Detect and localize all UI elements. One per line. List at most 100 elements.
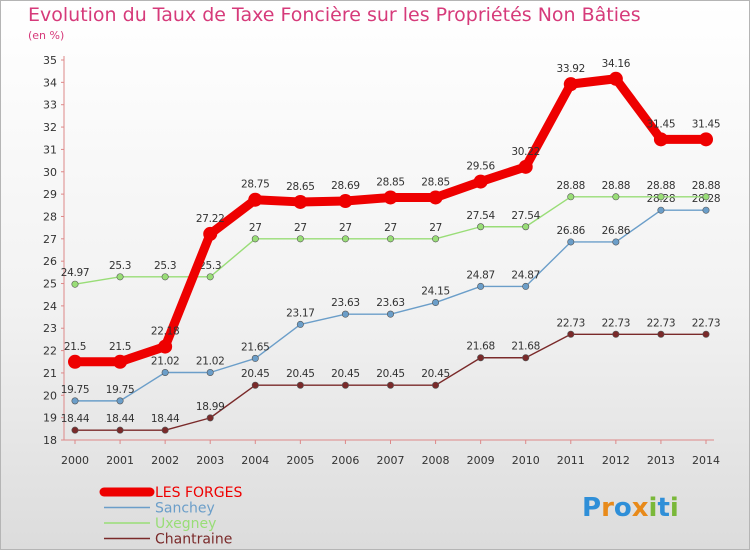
logo-letter: i (649, 493, 658, 523)
axes: 18 19 20 21 22 23 24 25 26 27 28 29 30 31 32 33 34 35 2000… (43, 54, 720, 467)
data-point (386, 235, 394, 243)
x-tick-label: 2009 (467, 454, 495, 467)
x-tick-label: 2005 (286, 454, 314, 467)
data-point (386, 381, 394, 389)
data-label: 28.88 (692, 180, 721, 192)
chart-subtitle: (en %) (28, 29, 64, 42)
data-point (251, 381, 259, 389)
data-point (338, 194, 353, 209)
y-tick-label: 28 (43, 210, 57, 223)
data-point (657, 206, 665, 214)
data-label: 23.63 (376, 297, 405, 309)
series-uxegney: 24.97 25.3 25.3 25.3 27 27 27 27 27 27.54 27.54 28.… (61, 180, 721, 288)
legend-label: LES FORGES (155, 485, 242, 501)
proxiti-logo: Proxiti (582, 493, 679, 523)
data-point (612, 330, 620, 338)
data-point (657, 193, 665, 201)
data-label: 29.56 (466, 161, 495, 173)
data-point (206, 368, 214, 376)
data-label: 28.88 (647, 180, 676, 192)
logo-letter: x (632, 493, 649, 523)
data-label: 28.85 (421, 176, 450, 188)
data-point (251, 235, 259, 243)
data-point (161, 426, 169, 434)
y-tick-label: 33 (43, 99, 57, 112)
y-tick-label: 26 (43, 255, 57, 268)
logo-letter: i (670, 493, 679, 523)
data-label: 26.86 (602, 225, 631, 237)
data-label: 27 (429, 222, 442, 234)
data-label: 31.45 (692, 118, 721, 130)
series-sanchey: 19.75 19.75 21.02 21.02 21.65 23.17 23.63 23.63… (61, 193, 721, 405)
data-point (608, 71, 623, 86)
y-tick-label: 18 (43, 434, 57, 447)
data-label: 28.85 (376, 176, 405, 188)
x-tick-label: 2002 (151, 454, 179, 467)
data-label: 27.54 (511, 210, 540, 222)
data-label: 28.88 (557, 180, 586, 192)
data-label: 18.44 (151, 413, 180, 425)
data-point (341, 310, 349, 318)
data-label: 27 (249, 222, 262, 234)
y-tick-label: 31 (43, 143, 57, 156)
data-label: 21.68 (466, 341, 495, 353)
data-point (432, 299, 440, 307)
data-label: 24.87 (466, 269, 495, 281)
x-tick-label: 2001 (106, 454, 134, 467)
data-label: 22.73 (557, 317, 586, 329)
x-tick-label: 2003 (196, 454, 224, 467)
y-tick-label: 35 (43, 54, 57, 67)
data-label: 21.02 (196, 355, 225, 367)
data-label: 33.92 (557, 63, 586, 75)
data-point (702, 330, 710, 338)
y-tick-label: 27 (43, 233, 57, 246)
data-label: 22.18 (151, 326, 180, 338)
data-point (432, 235, 440, 243)
data-point (161, 273, 169, 281)
x-tick-label: 2014 (692, 454, 720, 467)
legend-label: Uxegney (155, 516, 216, 532)
data-label: 22.73 (647, 317, 676, 329)
logo-text: Proxiti (582, 493, 679, 523)
data-point (522, 282, 530, 290)
data-label: 21.5 (64, 341, 86, 353)
data-point (702, 193, 710, 201)
y-tick-label: 21 (43, 367, 57, 380)
data-point (473, 174, 488, 189)
logo-letter: r (601, 493, 614, 523)
data-label: 18.44 (61, 413, 90, 425)
data-label: 19.75 (61, 384, 90, 396)
legend-label: Sanchey (155, 501, 215, 517)
data-point (68, 354, 82, 369)
data-label: 30.22 (511, 146, 540, 158)
data-label: 20.45 (331, 368, 360, 380)
data-label: 20.45 (241, 368, 270, 380)
data-label: 24.87 (511, 269, 540, 281)
y-tick-label: 34 (43, 76, 57, 89)
data-label: 23.17 (286, 307, 315, 319)
x-tick-label: 2011 (557, 454, 585, 467)
x-tick-label: 2012 (602, 454, 630, 467)
data-label: 24.97 (61, 267, 90, 279)
data-label: 21.68 (511, 341, 540, 353)
data-label: 20.45 (421, 368, 450, 380)
data-point (477, 223, 485, 231)
logo-letter: t (657, 493, 669, 523)
data-point (296, 381, 304, 389)
data-point (567, 193, 575, 201)
data-point (699, 132, 713, 147)
data-point (341, 381, 349, 389)
y-tick-label: 19 (43, 412, 57, 425)
data-point (116, 273, 124, 281)
data-label: 23.63 (331, 297, 360, 309)
y-tick-label: 22 (43, 345, 57, 358)
data-point (612, 238, 620, 246)
data-point (477, 354, 485, 362)
data-label: 19.75 (106, 384, 135, 396)
y-tick-label: 20 (43, 389, 57, 402)
data-point (158, 339, 173, 354)
data-label: 25.3 (199, 260, 221, 272)
data-point (248, 192, 263, 207)
